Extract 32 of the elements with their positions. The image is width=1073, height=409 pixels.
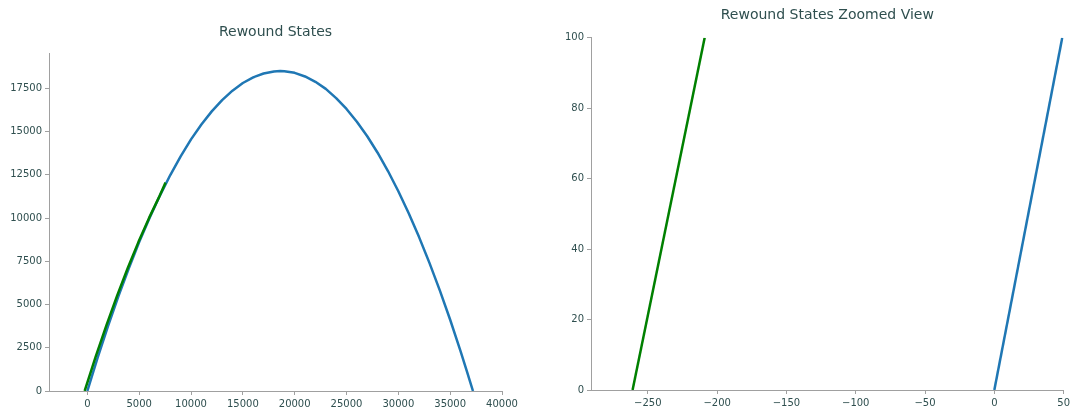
y-tick-label: 40 [571,242,584,254]
y-tick-label: 7500 [16,254,42,266]
y-tick-label: 10000 [10,211,42,223]
x-tick-label: 0 [991,396,998,408]
y-tick-label: 20 [571,313,584,325]
y-tick-label: 12500 [10,168,42,180]
x-tick-label: −250 [634,396,662,408]
y-tick-label: 80 [571,101,584,113]
y-tick-label: 2500 [16,341,42,353]
x-tick-label: 5000 [126,397,152,409]
chart-title: Rewound States Zoomed View [720,6,934,23]
y-tick-label: 17500 [10,81,42,93]
x-tick-label: −100 [842,396,870,408]
y-tick-label: 15000 [10,125,42,137]
x-tick-label: 40000 [486,397,518,409]
y-tick-label: 100 [564,31,584,43]
x-tick-label: −200 [703,396,731,408]
x-tick-label: 10000 [175,397,207,409]
x-tick-label: −50 [914,396,936,408]
y-tick-label: 0 [35,384,42,396]
x-tick-label: 30000 [382,397,415,409]
x-tick-label: 35000 [434,397,467,409]
y-tick-label: 0 [577,383,584,395]
x-tick-label: 15000 [226,397,259,409]
y-tick-label: 5000 [16,298,42,310]
x-tick-label: 0 [84,397,91,409]
chart-title: Rewound States [218,23,333,40]
x-tick-label: 25000 [330,397,363,409]
y-tick-label: 60 [571,172,584,184]
x-tick-label: −150 [772,396,801,408]
x-tick-label: 20000 [278,397,311,409]
x-tick-label: 50 [1057,396,1070,408]
